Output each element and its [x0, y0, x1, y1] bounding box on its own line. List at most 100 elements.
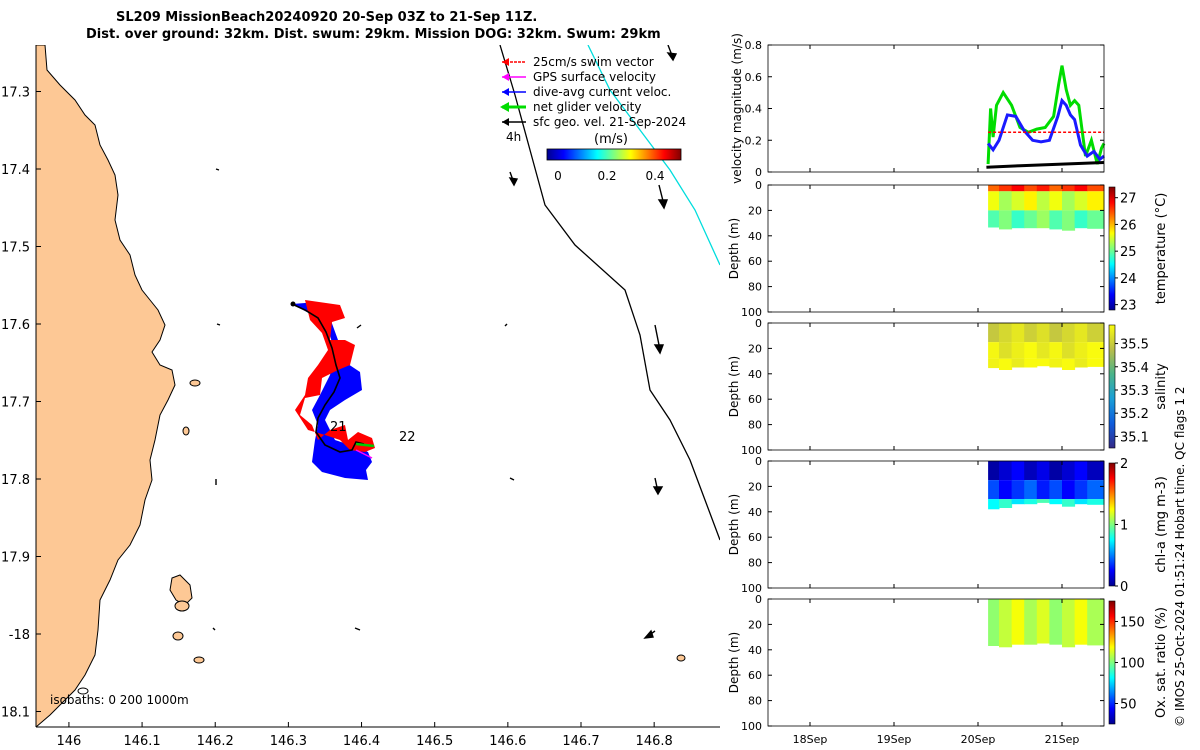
profile-cell	[1024, 323, 1038, 343]
colorbar-tick-2: 0.4	[645, 169, 664, 183]
profile-cell	[1049, 358, 1063, 368]
island	[189, 379, 201, 387]
velocity-ytick-label: 0.8	[745, 39, 763, 52]
profile-cell	[1011, 461, 1025, 481]
profile-cell	[1011, 210, 1025, 229]
depth-ytick-label: 60	[748, 255, 762, 268]
profile-cell	[1011, 358, 1025, 368]
colorbar-tick-label: 35.1	[1120, 430, 1149, 445]
profile-cell	[1036, 185, 1050, 192]
panel-frame	[767, 598, 1105, 727]
colorbar-tick-0: 0	[554, 169, 562, 183]
panel-frame	[767, 44, 1105, 173]
profile-cell	[1074, 499, 1088, 505]
depth-ytick-label: 100	[741, 444, 762, 457]
depth-ytick-label: 0	[755, 179, 762, 192]
title-line-2: Dist. over ground: 32km. Dist. swum: 29k…	[86, 27, 661, 42]
colorbar-tick-1: 0.2	[597, 169, 616, 183]
time-tick-label: 21Sep	[1045, 733, 1080, 746]
profile-cell	[1049, 480, 1063, 500]
profile-cell	[988, 342, 1000, 359]
colorbar-gradient	[546, 148, 682, 161]
island	[174, 600, 190, 612]
lon-tick-label: 146	[57, 734, 82, 749]
profile-cell	[999, 480, 1013, 500]
depth-ytick-label: 20	[748, 342, 762, 355]
profile-cell	[1062, 358, 1076, 370]
profile-cell	[1087, 599, 1105, 646]
lon-tick-label: 146.2	[197, 734, 234, 749]
lon-tick-label: 146.5	[416, 734, 453, 749]
profile-cell	[1062, 599, 1076, 648]
lon-tick-label: 146.4	[343, 734, 380, 749]
map-lon-ticks: 146 146.1 146.2 146.3 146.4 146.5 146.6 146.7 14…	[57, 722, 673, 749]
profile-cell	[1049, 323, 1063, 343]
profile-cell	[1087, 342, 1105, 359]
legend-label-sfc: sfc geo. vel. 21-Sep-2024	[533, 115, 686, 129]
profile-cell	[999, 210, 1013, 230]
profile-cell	[1087, 185, 1105, 192]
footer-credit: © IMOS 25-Oct-2024 01:51:24 Hobart time.…	[1173, 386, 1187, 727]
panel-frame	[767, 322, 1105, 451]
profile-cell	[1036, 461, 1050, 481]
island	[193, 656, 205, 664]
depth-ytick-label: 20	[748, 480, 762, 493]
speed-colorbar: (m/s) 0 0.2 0.4	[546, 132, 682, 183]
profile-cell	[1024, 185, 1038, 192]
colorbar-tick-label: 150	[1120, 616, 1145, 631]
velocity-ytick-label: 0.4	[745, 103, 763, 116]
profile-cell	[1062, 185, 1076, 192]
depth-ytick-label: 40	[748, 644, 762, 657]
profile-cell	[1062, 210, 1076, 231]
profile-cell	[1024, 191, 1038, 211]
glider-track	[290, 300, 375, 480]
depth-ytick-label: 60	[748, 393, 762, 406]
profile-cell	[1049, 342, 1063, 359]
depth-ytick-label: 0	[755, 593, 762, 606]
depth-ylabel: Depth (m)	[727, 218, 741, 279]
panel-frame	[767, 184, 1105, 313]
profile-cell	[1062, 499, 1076, 507]
profile-cell	[1036, 499, 1050, 503]
profile-cell	[1062, 342, 1076, 359]
depth-ytick-label: 80	[748, 695, 762, 708]
island	[676, 654, 686, 662]
profile-cell	[1074, 358, 1088, 368]
depth-ytick-label: 40	[748, 368, 762, 381]
depth-ytick-label: 40	[748, 506, 762, 519]
profile-cell	[1024, 210, 1038, 229]
title-line-1: SL209 MissionBeach20240920 20-Sep 03Z to…	[116, 10, 538, 25]
legend-label-gps: GPS surface velocity	[533, 70, 656, 84]
isobath-200m	[499, 45, 720, 541]
colorbar-tick-label: 25	[1120, 245, 1137, 260]
island	[169, 574, 193, 606]
map-area: 21 22	[36, 45, 720, 727]
depth-ylabel: Depth (m)	[727, 494, 741, 555]
lon-tick-label: 146.1	[123, 734, 160, 749]
profile-cell	[1049, 461, 1063, 481]
lat-tick-label: 17.7	[1, 396, 30, 411]
velocity-ylabel: velocity magnitude (m/s)	[730, 33, 744, 184]
lat-tick-label: 18.1	[1, 706, 30, 721]
profile-cell	[1024, 461, 1038, 481]
colorbar-tick-label: 26	[1120, 218, 1137, 233]
colorbar-tick-label: 35.3	[1120, 384, 1149, 399]
profile-cell	[999, 461, 1013, 481]
map-legend: 25cm/s swim vector GPS surface velocity …	[500, 55, 686, 144]
colorbar-label: temperature (°C)	[1154, 193, 1169, 305]
lat-tick-label: 17.3	[1, 86, 30, 101]
profile-cell	[1036, 191, 1050, 211]
profile-cell	[1036, 210, 1050, 229]
profile-cell	[1024, 499, 1038, 505]
profile-cell	[1074, 342, 1088, 359]
profile-cell	[999, 185, 1013, 192]
colorbar-gradient	[1108, 324, 1116, 449]
lat-tick-label: 17.4	[1, 163, 30, 178]
profile-cell	[1049, 499, 1063, 505]
profile-cell	[999, 342, 1013, 359]
sfc-geo-velocity-arrows	[212, 45, 678, 639]
colorbar-tick-label: 1	[1120, 519, 1128, 534]
colorbar-tick-label: 24	[1120, 272, 1137, 287]
profile-cell	[999, 358, 1013, 370]
